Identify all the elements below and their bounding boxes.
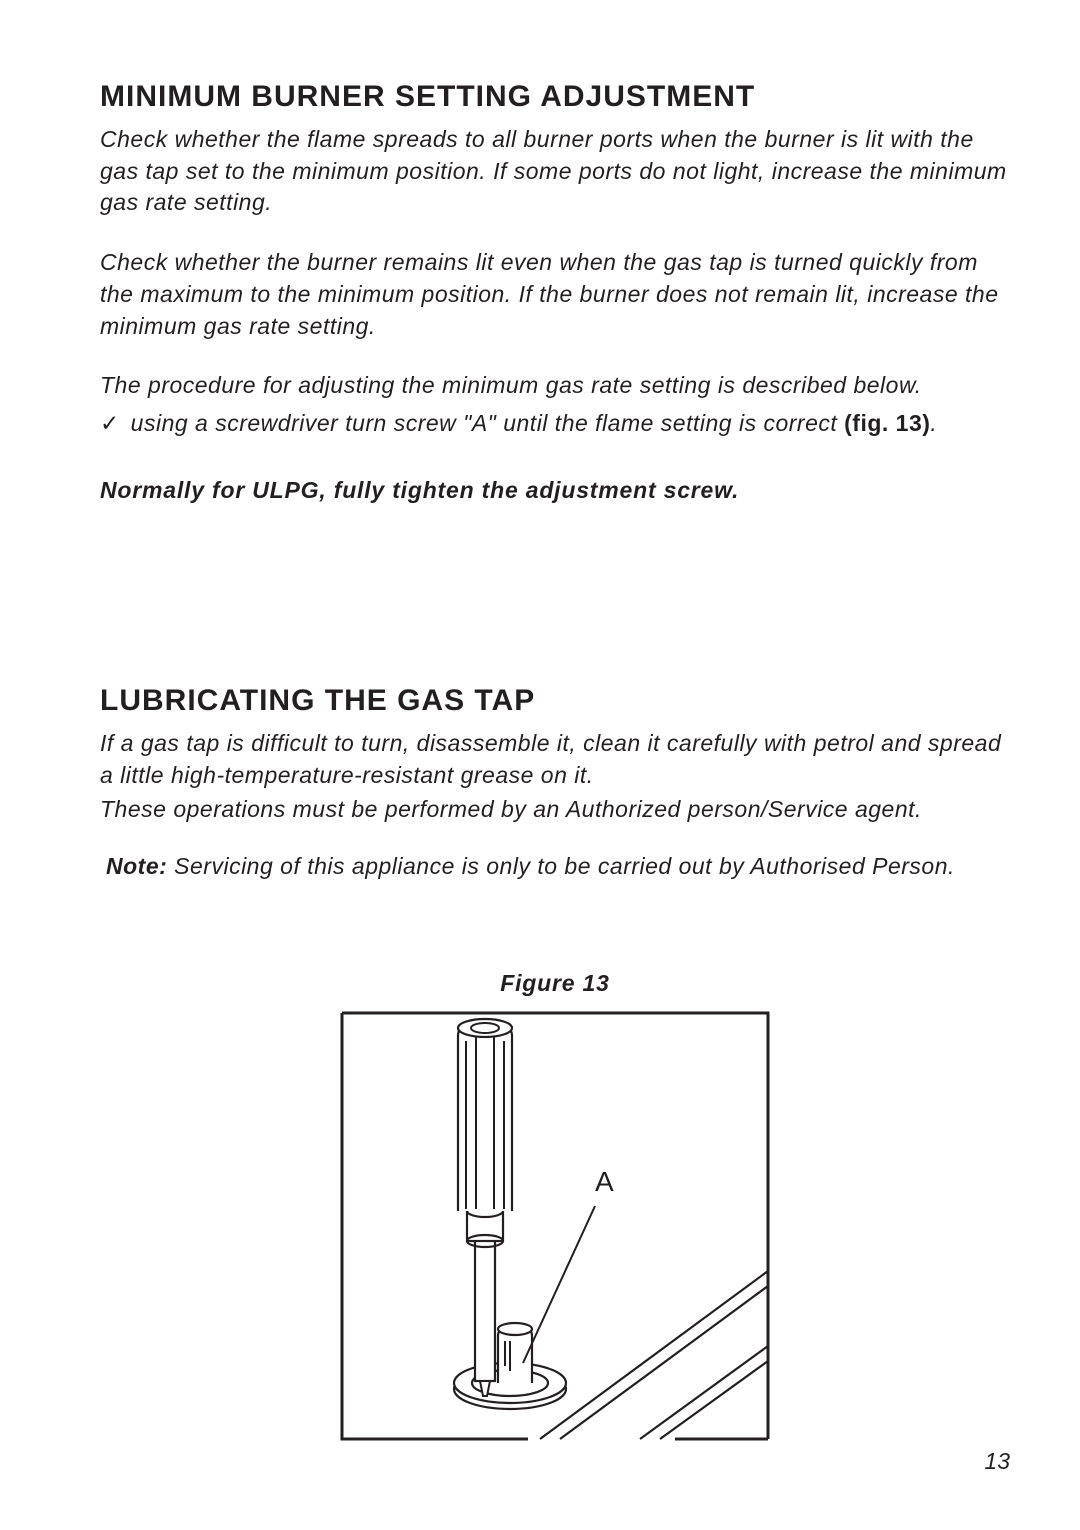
section2-note: Note: Servicing of this appliance is onl… (106, 853, 1010, 880)
check-text-before: using a screwdriver turn screw "A" until… (131, 410, 844, 436)
figure-caption: Figure 13 (100, 970, 1010, 997)
section1-ulpg-line: Normally for ULPG, fully tighten the adj… (100, 477, 1010, 504)
section1-para2: Check whether the burner remains lit eve… (100, 247, 1010, 342)
check-text-after: . (930, 410, 937, 436)
page-number: 13 (984, 1448, 1010, 1475)
section1-heading: MINIMUM BURNER SETTING ADJUSTMENT (100, 80, 1010, 114)
figure-13-diagram: A (340, 1011, 770, 1441)
note-label: Note: (106, 853, 167, 879)
section2-heading: LUBRICATING THE GAS TAP (100, 684, 1010, 718)
check-fig-ref: (fig. 13) (844, 410, 930, 436)
section2-para1: If a gas tap is difficult to turn, disas… (100, 728, 1010, 791)
figure-label-a: A (595, 1166, 614, 1197)
section1-para1: Check whether the flame spreads to all b… (100, 124, 1010, 219)
check-icon: ✓ (100, 410, 120, 436)
figure-wrap: A (100, 1011, 1010, 1446)
section2-para2: These operations must be performed by an… (100, 794, 1010, 826)
section1-para3: The procedure for adjusting the minimum … (100, 370, 1010, 402)
section1-checklist: ✓ using a screwdriver turn screw "A" unt… (100, 410, 1010, 437)
note-text: Servicing of this appliance is only to b… (167, 853, 955, 879)
